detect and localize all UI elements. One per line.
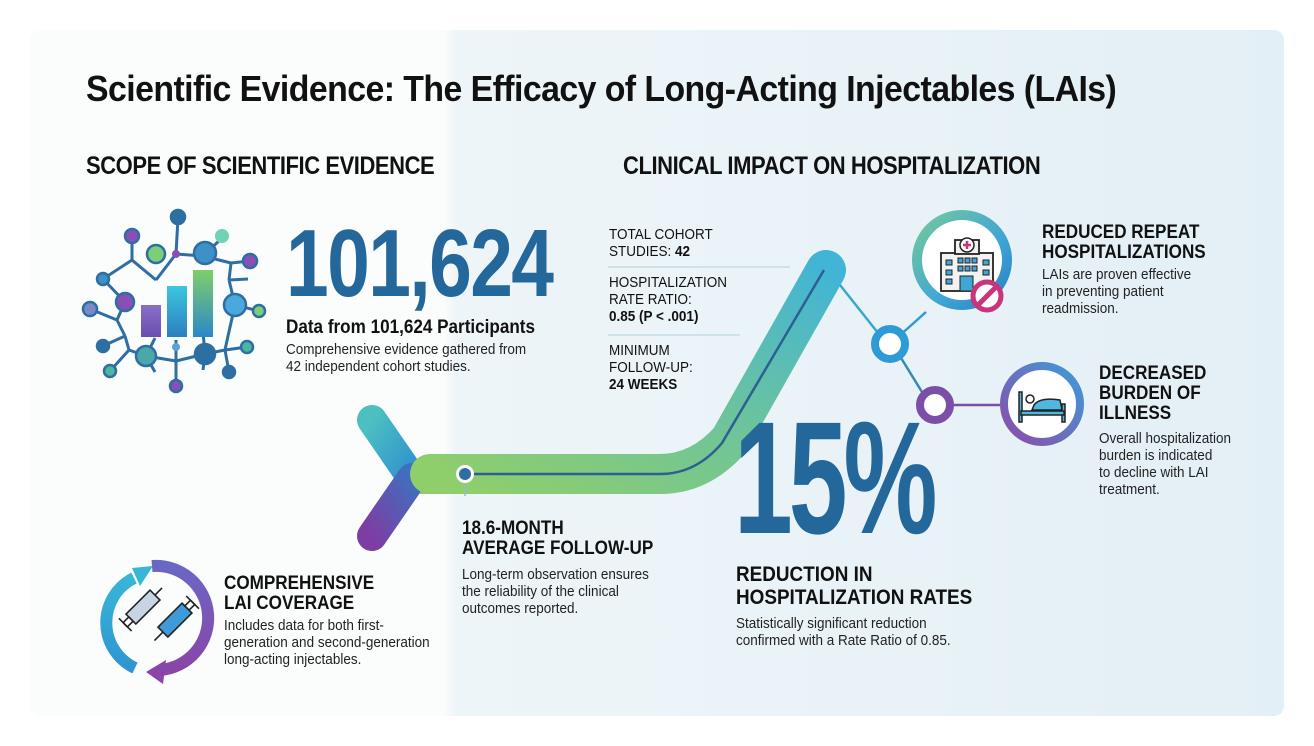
participants-headline: Data from 101,624 Participants	[286, 317, 536, 338]
reduction-big-number: 15%	[734, 388, 937, 567]
follow-up-headline: 18.6-MONTH AVERAGE FOLLOW-UP	[462, 518, 654, 559]
infographic-card	[30, 30, 1284, 716]
participants-body: Comprehensive evidence gathered from 42 …	[286, 341, 527, 375]
burden-body: Overall hospitalization burden is indica…	[1099, 430, 1232, 498]
follow-up-body: Long-term observation ensures the reliab…	[462, 566, 649, 617]
stat-rate-ratio-value: 0.85 (P < .001)	[609, 308, 699, 325]
hospital-prohibited-icon	[912, 210, 1012, 313]
stat-min-follow-up: MINIMUM FOLLOW-UP: 24 WEEKS	[609, 342, 693, 393]
clinical-impact-heading: CLINICAL IMPACT ON HOSPITALIZATION	[623, 152, 1041, 180]
participants-big-number: 101,624	[286, 210, 554, 317]
connector-lines	[839, 284, 1000, 424]
timeline-band	[410, 250, 846, 496]
repeat-headline: REDUCED REPEAT HOSPITALIZATIONS	[1042, 222, 1206, 263]
node-blue	[871, 325, 909, 363]
network-bar-chart-icon	[81, 208, 267, 394]
hospital-bed-icon	[1000, 362, 1084, 446]
scope-heading: SCOPE OF SCIENTIFIC EVIDENCE	[86, 152, 435, 180]
reduction-headline: REDUCTION IN HOSPITALIZATION RATES	[736, 563, 973, 609]
node-purple	[916, 386, 954, 424]
coverage-headline: COMPREHENSIVE LAI COVERAGE	[224, 573, 375, 614]
syringes-cycle-icon	[100, 559, 215, 684]
stat-total-cohort: TOTAL COHORT STUDIES: 42	[609, 226, 713, 260]
page-title: Scientific Evidence: The Efficacy of Lon…	[86, 68, 1117, 109]
stat-total-cohort-value: 42	[675, 243, 691, 260]
chevron-arrow-graphic	[357, 405, 427, 551]
reduction-body: Statistically significant reduction conf…	[736, 615, 951, 649]
burden-headline: DECREASED BURDEN OF ILLNESS	[1099, 363, 1207, 424]
stat-min-follow-up-value: 24 WEEKS	[609, 376, 678, 393]
repeat-body: LAIs are proven effective in preventing …	[1042, 266, 1192, 317]
stat-rate-ratio: HOSPITALIZATION RATE RATIO: 0.85 (P < .0…	[609, 274, 728, 325]
coverage-body: Includes data for both first- generation…	[224, 617, 430, 668]
